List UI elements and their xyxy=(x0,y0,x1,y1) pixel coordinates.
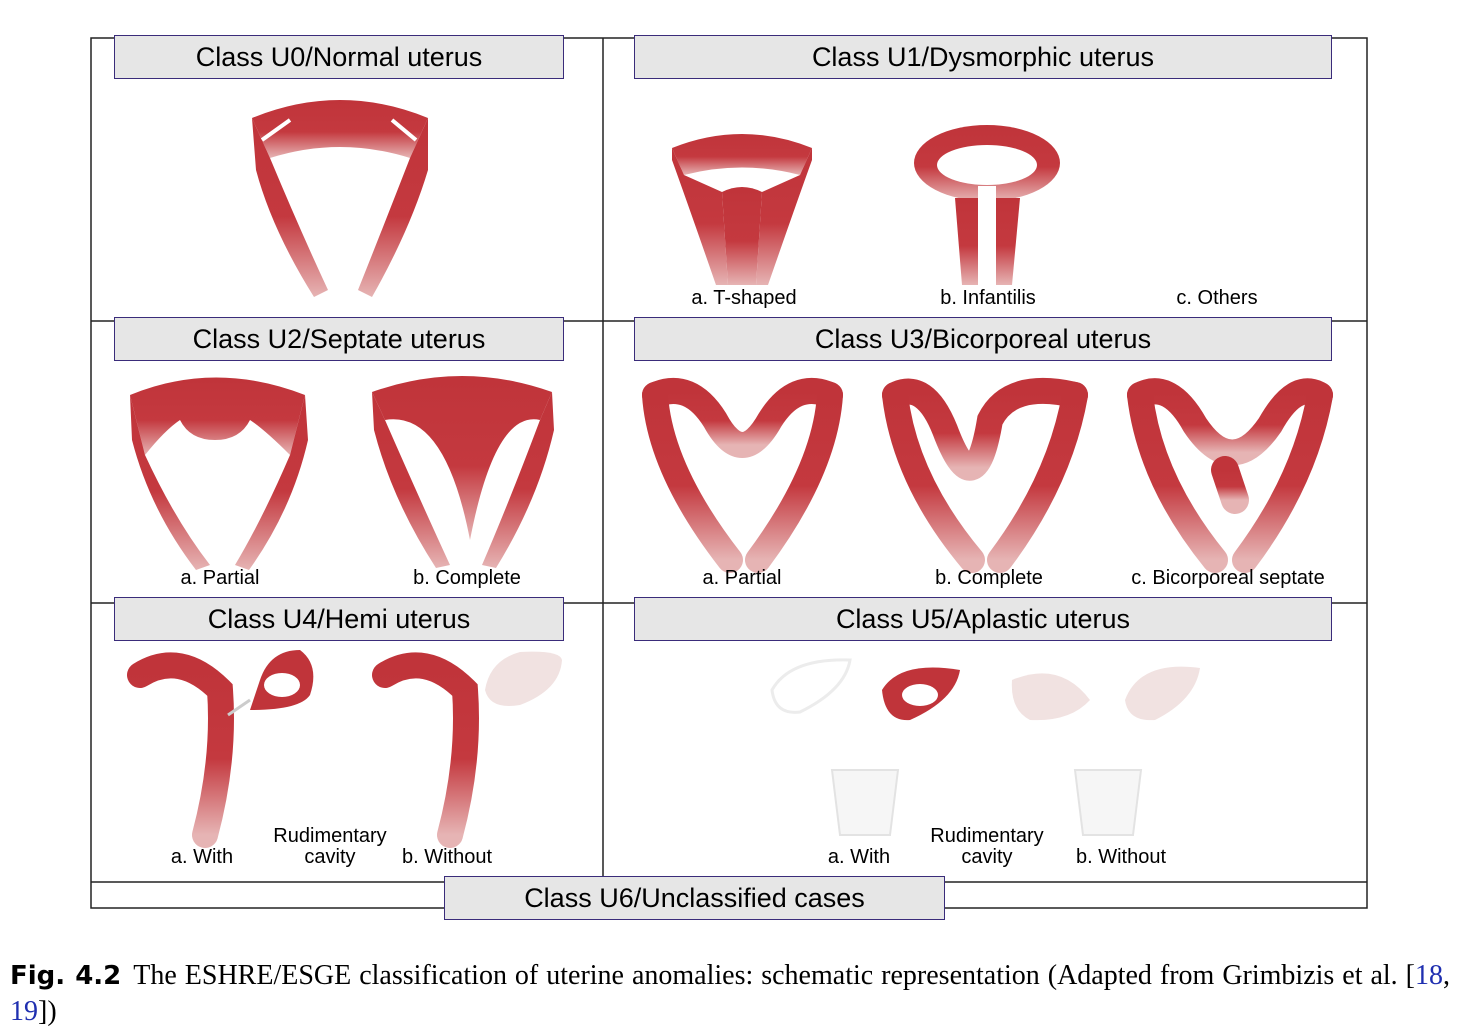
class-u4-title: Class U4/Hemi uterus xyxy=(114,597,564,641)
figure-label: Fig. 4.2 xyxy=(10,961,122,991)
u1b-label: b. Infantilis xyxy=(940,287,1036,309)
u1a-t-shaped-shape xyxy=(672,134,812,285)
u1c-label: c. Others xyxy=(1176,287,1258,309)
u5-rudimentary-cavity-label: Rudimentary cavity xyxy=(930,826,1043,868)
class-u0-title: Class U0/Normal uterus xyxy=(114,35,564,79)
u5b-label: b. Without xyxy=(1075,846,1167,868)
class-u1-title: Class U1/Dysmorphic uterus xyxy=(634,35,1332,79)
caption-text-end: ]) xyxy=(38,996,57,1027)
u4a-label: a. With xyxy=(170,846,234,868)
class-u6-title: Class U6/Unclassified cases xyxy=(444,876,945,920)
u2a-partial-septate-shape xyxy=(130,377,308,570)
uterine-classification-diagram xyxy=(90,37,1368,909)
caption-text: The ESHRE/ESGE classification of uterine… xyxy=(133,960,1415,991)
u4-cavity-line: cavity xyxy=(304,846,356,868)
reference-link-19[interactable]: 19 xyxy=(10,996,38,1027)
u3c-label: c. Bicorporeal septate xyxy=(1131,567,1325,589)
u5a-label: a. With xyxy=(827,846,891,868)
u3c-bicorporeal-septate-shape xyxy=(1127,378,1333,573)
u4-rudimentary-cavity-label: Rudimentary cavity xyxy=(273,826,386,868)
u2b-label: b. Complete xyxy=(413,567,521,589)
u4b-label: b. Without xyxy=(401,846,493,868)
u2a-label: a. Partial xyxy=(180,567,260,589)
u5-cavity-line: cavity xyxy=(961,846,1013,868)
u2b-complete-septate-shape xyxy=(372,376,554,568)
class-u3-title: Class U3/Bicorporeal uterus xyxy=(634,317,1332,361)
u5-aplastic-shapes xyxy=(770,658,1200,836)
u3a-partial-bicorporeal-shape xyxy=(642,378,843,573)
u1b-infantilis-shape xyxy=(914,125,1060,285)
u3a-label: a. Partial xyxy=(702,567,782,589)
class-u2-title: Class U2/Septate uterus xyxy=(114,317,564,361)
u4-rudimentary-line: Rudimentary xyxy=(273,825,387,847)
class-u5-title: Class U5/Aplastic uterus xyxy=(634,597,1332,641)
u4a-hemi-with-shape xyxy=(127,650,314,848)
u3b-complete-bicorporeal-shape xyxy=(882,377,1088,573)
figure-caption: Fig. 4.2 The ESHRE/ESGE classification of… xyxy=(10,958,1450,1030)
u3b-label: b. Complete xyxy=(935,567,1043,589)
u5-rudimentary-line: Rudimentary xyxy=(930,825,1044,847)
u0-normal-uterus-shape xyxy=(252,100,428,297)
reference-link-18[interactable]: 18 xyxy=(1415,960,1443,991)
u4b-hemi-without-shape xyxy=(372,651,562,848)
u1a-label: a. T-shaped xyxy=(691,287,797,309)
caption-separator: , xyxy=(1443,960,1450,991)
